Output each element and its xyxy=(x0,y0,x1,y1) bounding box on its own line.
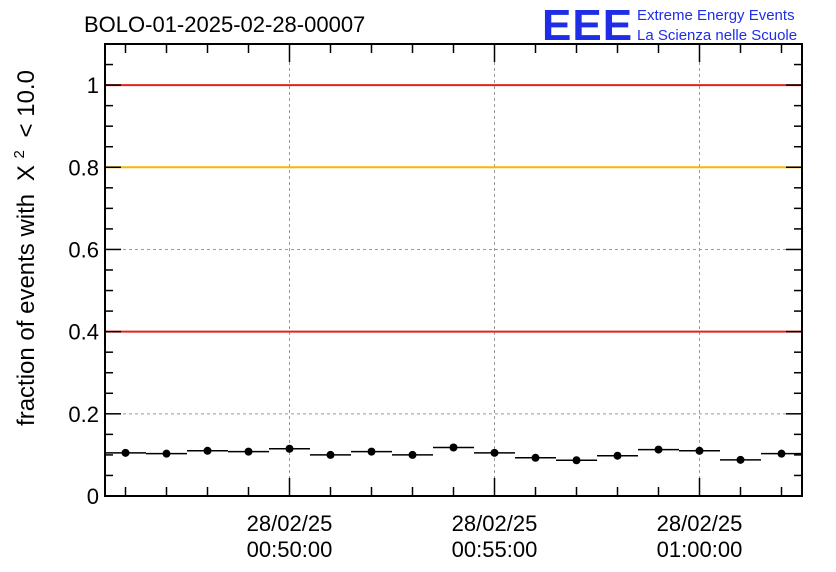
data-point xyxy=(777,449,786,458)
y-tick-label: 0.6 xyxy=(68,237,99,262)
y-tick-label: 1 xyxy=(87,73,99,98)
data-point xyxy=(162,449,171,458)
data-point xyxy=(121,448,130,457)
data-point xyxy=(367,447,376,456)
x-tick-label-time: 01:00:00 xyxy=(657,537,743,562)
x-tick-label-date: 28/02/25 xyxy=(247,511,333,536)
x-tick-label-time: 00:55:00 xyxy=(452,537,538,562)
data-point xyxy=(613,451,622,460)
eee-logo: EEE xyxy=(542,1,633,50)
y-tick-label: 0.8 xyxy=(68,155,99,180)
logo-line-2: La Scienza nelle Scuole xyxy=(637,27,797,44)
chart-title: BOLO-01-2025-02-28-00007 xyxy=(84,12,365,37)
x-tick-label-time: 00:50:00 xyxy=(247,537,333,562)
y-axis-title-prefix: fraction of events with xyxy=(13,194,40,426)
data-point xyxy=(449,443,458,452)
y-tick-label: 0.2 xyxy=(68,402,99,427)
data-point xyxy=(695,446,704,455)
data-point xyxy=(408,450,417,459)
x-tick-label-date: 28/02/25 xyxy=(452,511,538,536)
data-point xyxy=(244,447,253,456)
data-points xyxy=(105,443,802,465)
y-tick-label: 0.4 xyxy=(68,320,99,345)
x-tick-label-date: 28/02/25 xyxy=(657,511,743,536)
data-point xyxy=(326,450,335,459)
y-axis-title-superscript: 2 xyxy=(11,150,28,158)
data-point xyxy=(531,453,540,462)
logo-line-1: Extreme Energy Events xyxy=(637,7,795,24)
axis-ticks xyxy=(105,43,802,497)
data-point xyxy=(654,445,663,454)
data-point xyxy=(203,446,212,455)
data-point xyxy=(285,444,294,453)
data-point xyxy=(736,455,745,464)
y-axis-title-symbol: X xyxy=(13,165,40,181)
y-axis-title: fraction of events with X 2 < 10.0 xyxy=(3,70,40,426)
y-tick-label: 0 xyxy=(87,484,99,509)
tick-labels: 00.20.40.60.8128/02/2500:50:0028/02/2500… xyxy=(68,73,742,562)
grid-lines xyxy=(105,44,802,496)
y-axis-title-suffix: < 10.0 xyxy=(13,70,40,137)
plot-frame xyxy=(104,43,803,497)
reference-lines xyxy=(105,84,802,333)
data-point xyxy=(572,456,581,465)
data-point xyxy=(490,448,499,457)
